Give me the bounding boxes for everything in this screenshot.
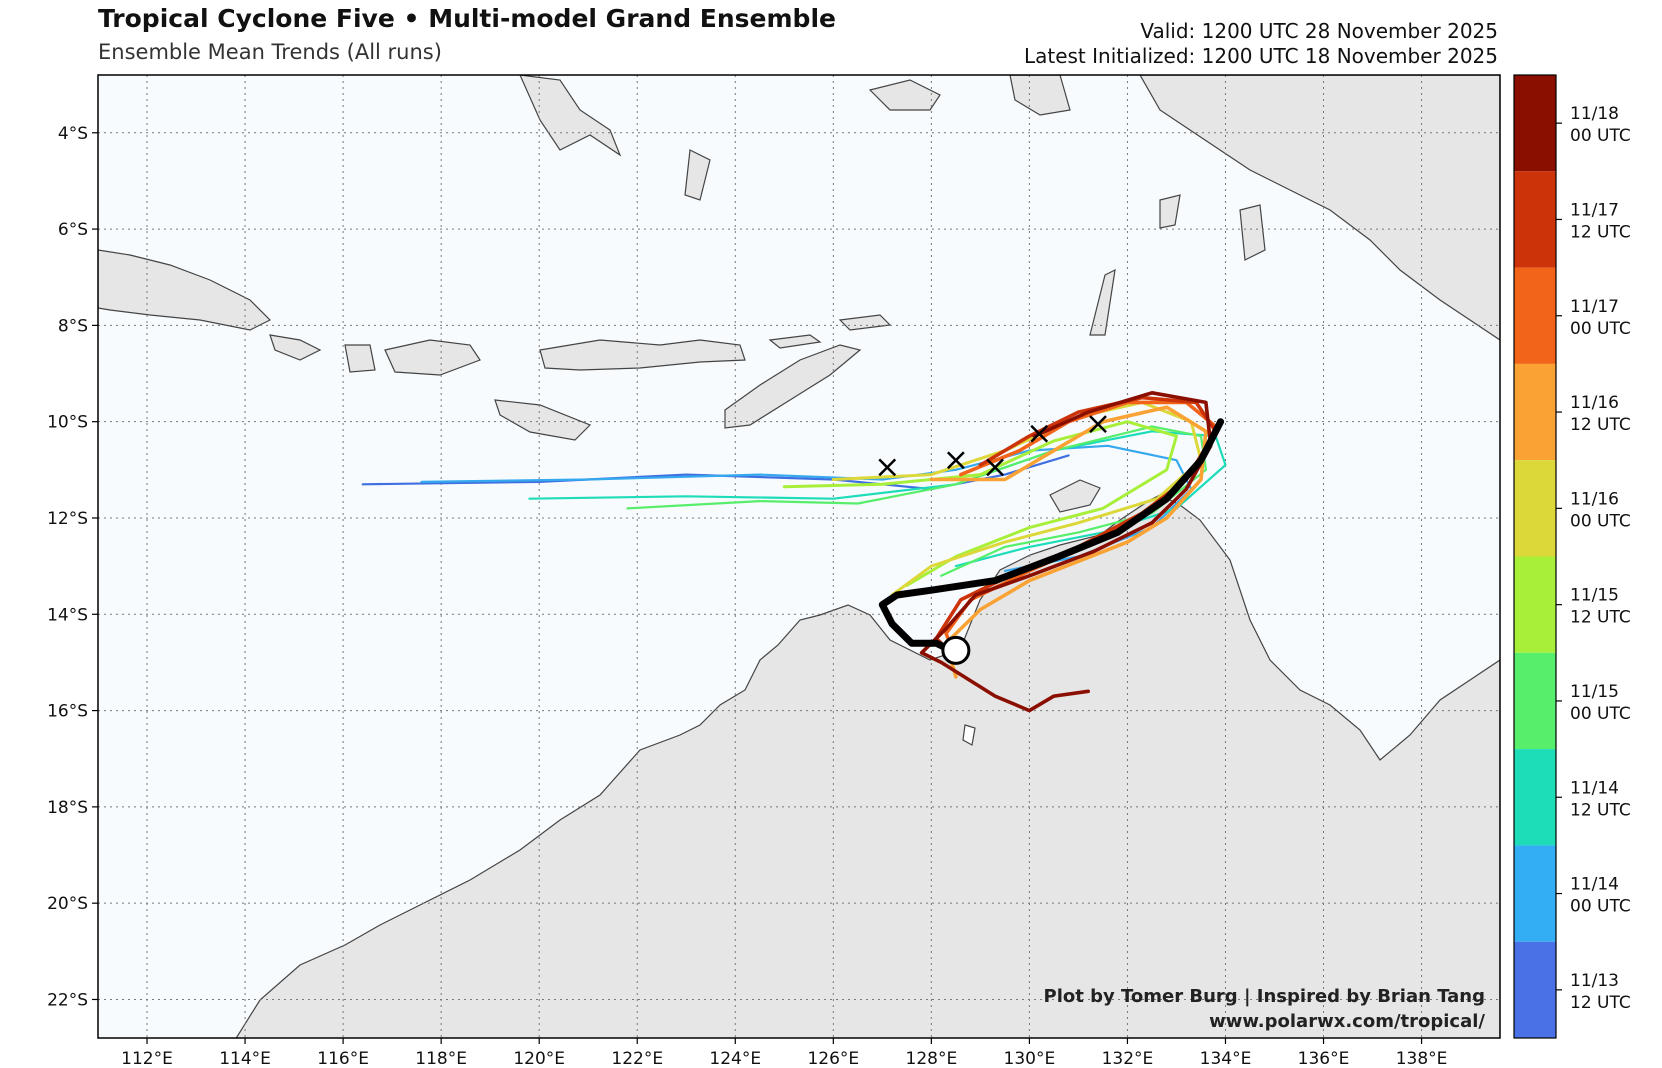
lon-label: 124°E (709, 1049, 761, 1068)
colorbar-segment (1514, 845, 1556, 942)
colorbar-label-date: 11/15 (1570, 586, 1619, 606)
colorbar-label-time: 00 UTC (1570, 319, 1631, 339)
credit-line-1: Plot by Tomer Burg | Inspired by Brian T… (1044, 986, 1485, 1007)
lon-label: 116°E (317, 1049, 369, 1068)
lon-label: 130°E (1004, 1049, 1056, 1068)
bali-island (269, 334, 322, 361)
north-bay-land (1009, 75, 1071, 116)
colorbar-label-date: 11/15 (1570, 682, 1619, 702)
buton-island (684, 149, 711, 201)
lombok-island (344, 344, 376, 373)
credit-line-2: www.polarwx.com/tropical/ (1209, 1011, 1485, 1032)
landmasses (98, 75, 1500, 1038)
colorbar-segment (1514, 749, 1556, 846)
lon-label: 122°E (611, 1049, 663, 1068)
lon-label: 128°E (906, 1049, 958, 1068)
kimberley-islet (962, 724, 976, 746)
latitude-labels: 4°S 6°S 8°S 10°S 12°S 14°S 16°S 18°S 20°S 22°S (47, 124, 98, 1010)
marker-layer (878, 415, 1107, 665)
colorbar-label-time: 12 UTC (1570, 993, 1631, 1013)
x-marker (1089, 415, 1107, 433)
colorbar-label-date: 11/16 (1570, 393, 1619, 413)
gridlines (98, 75, 1500, 1038)
lat-label: 8°S (58, 316, 88, 336)
colorbar-label-time: 12 UTC (1570, 800, 1631, 820)
colorbar-segment (1514, 941, 1556, 1038)
colorbar-label-date: 11/17 (1570, 297, 1619, 317)
lat-label: 22°S (47, 990, 88, 1010)
flores-island (539, 339, 746, 371)
colorbar-segment (1514, 363, 1556, 461)
x-marker (946, 451, 965, 470)
ensemble-track-line (626, 425, 1207, 577)
colorbar-label-time: 00 UTC (1570, 897, 1631, 917)
lat-label: 10°S (47, 413, 88, 433)
lon-label: 114°E (219, 1049, 271, 1068)
aru-islands (1239, 204, 1266, 261)
colorbar-label-time: 12 UTC (1570, 415, 1631, 435)
colorbar-label-time: 00 UTC (1570, 126, 1631, 146)
lat-label: 4°S (58, 124, 88, 144)
seram-island (868, 79, 941, 111)
colorbar-segment (1514, 556, 1556, 653)
lon-label: 120°E (513, 1049, 565, 1068)
current-position-circle (941, 635, 971, 665)
colorbar-label-date: 11/14 (1570, 875, 1619, 895)
lat-label: 18°S (47, 798, 88, 818)
colorbar-segment (1514, 171, 1556, 268)
lat-label: 16°S (47, 702, 88, 722)
colorbar-label-date: 11/13 (1570, 971, 1619, 991)
x-marker (1030, 424, 1049, 443)
lon-label: 138°E (1396, 1049, 1448, 1068)
colorbar-label-time: 12 UTC (1570, 608, 1631, 628)
new-guinea (1139, 75, 1500, 341)
sumba-island (494, 399, 592, 441)
colorbar-segment (1514, 267, 1556, 364)
melville-island (1049, 479, 1101, 513)
map-subtitle: Ensemble Mean Trends (All runs) (98, 40, 442, 64)
lon-label: 118°E (415, 1049, 467, 1068)
colorbar-label-time: 00 UTC (1570, 511, 1631, 531)
colorbar-label-time: 00 UTC (1570, 704, 1631, 724)
lon-label: 126°E (807, 1049, 859, 1068)
colorbar-frame (1513, 74, 1557, 1039)
colorbar-label-date: 11/18 (1570, 104, 1619, 124)
ensemble-track-line (919, 391, 1213, 713)
initialized-time: Latest Initialized: 1200 UTC 18 November… (1023, 44, 1498, 68)
alor-island (768, 334, 822, 349)
lon-label: 136°E (1298, 1049, 1350, 1068)
lon-label: 112°E (121, 1049, 173, 1068)
lat-label: 20°S (47, 894, 88, 914)
tanimbar-island (1089, 268, 1116, 336)
colorbar-label-date: 11/16 (1570, 489, 1619, 509)
valid-time: Valid: 1200 UTC 28 November 2025 (1140, 19, 1498, 43)
colorbar-segment (1514, 75, 1556, 172)
ensemble-track-line (929, 405, 1208, 679)
colorbar-label-date: 11/14 (1570, 778, 1619, 798)
x-marker (878, 458, 897, 477)
longitude-labels: 112°E 114°E 116°E 118°E 120°E 122°E 124°E 126°E… (121, 1038, 1447, 1068)
lon-label: 134°E (1200, 1049, 1252, 1068)
lon-label: 132°E (1102, 1049, 1154, 1068)
track-layer (361, 391, 1227, 713)
timor-island (724, 344, 862, 429)
ensemble-track-line (831, 400, 1203, 597)
colorbar-segment (1514, 652, 1556, 750)
colorbar-label-date: 11/17 (1570, 200, 1619, 220)
colorbar-label-time: 12 UTC (1570, 222, 1631, 242)
ensemble-mean-track (878, 418, 1225, 657)
colorbar-segment (1514, 460, 1556, 557)
x-marker (986, 458, 1004, 477)
kai-island (1159, 194, 1181, 229)
lat-label: 12°S (47, 509, 88, 529)
lat-label: 6°S (58, 220, 88, 240)
sumbawa-island (384, 339, 481, 376)
sulawesi-land (519, 75, 622, 157)
map-title: Tropical Cyclone Five • Multi-model Gran… (98, 4, 836, 33)
lat-label: 14°S (47, 605, 88, 625)
map-frame (97, 74, 1501, 1039)
